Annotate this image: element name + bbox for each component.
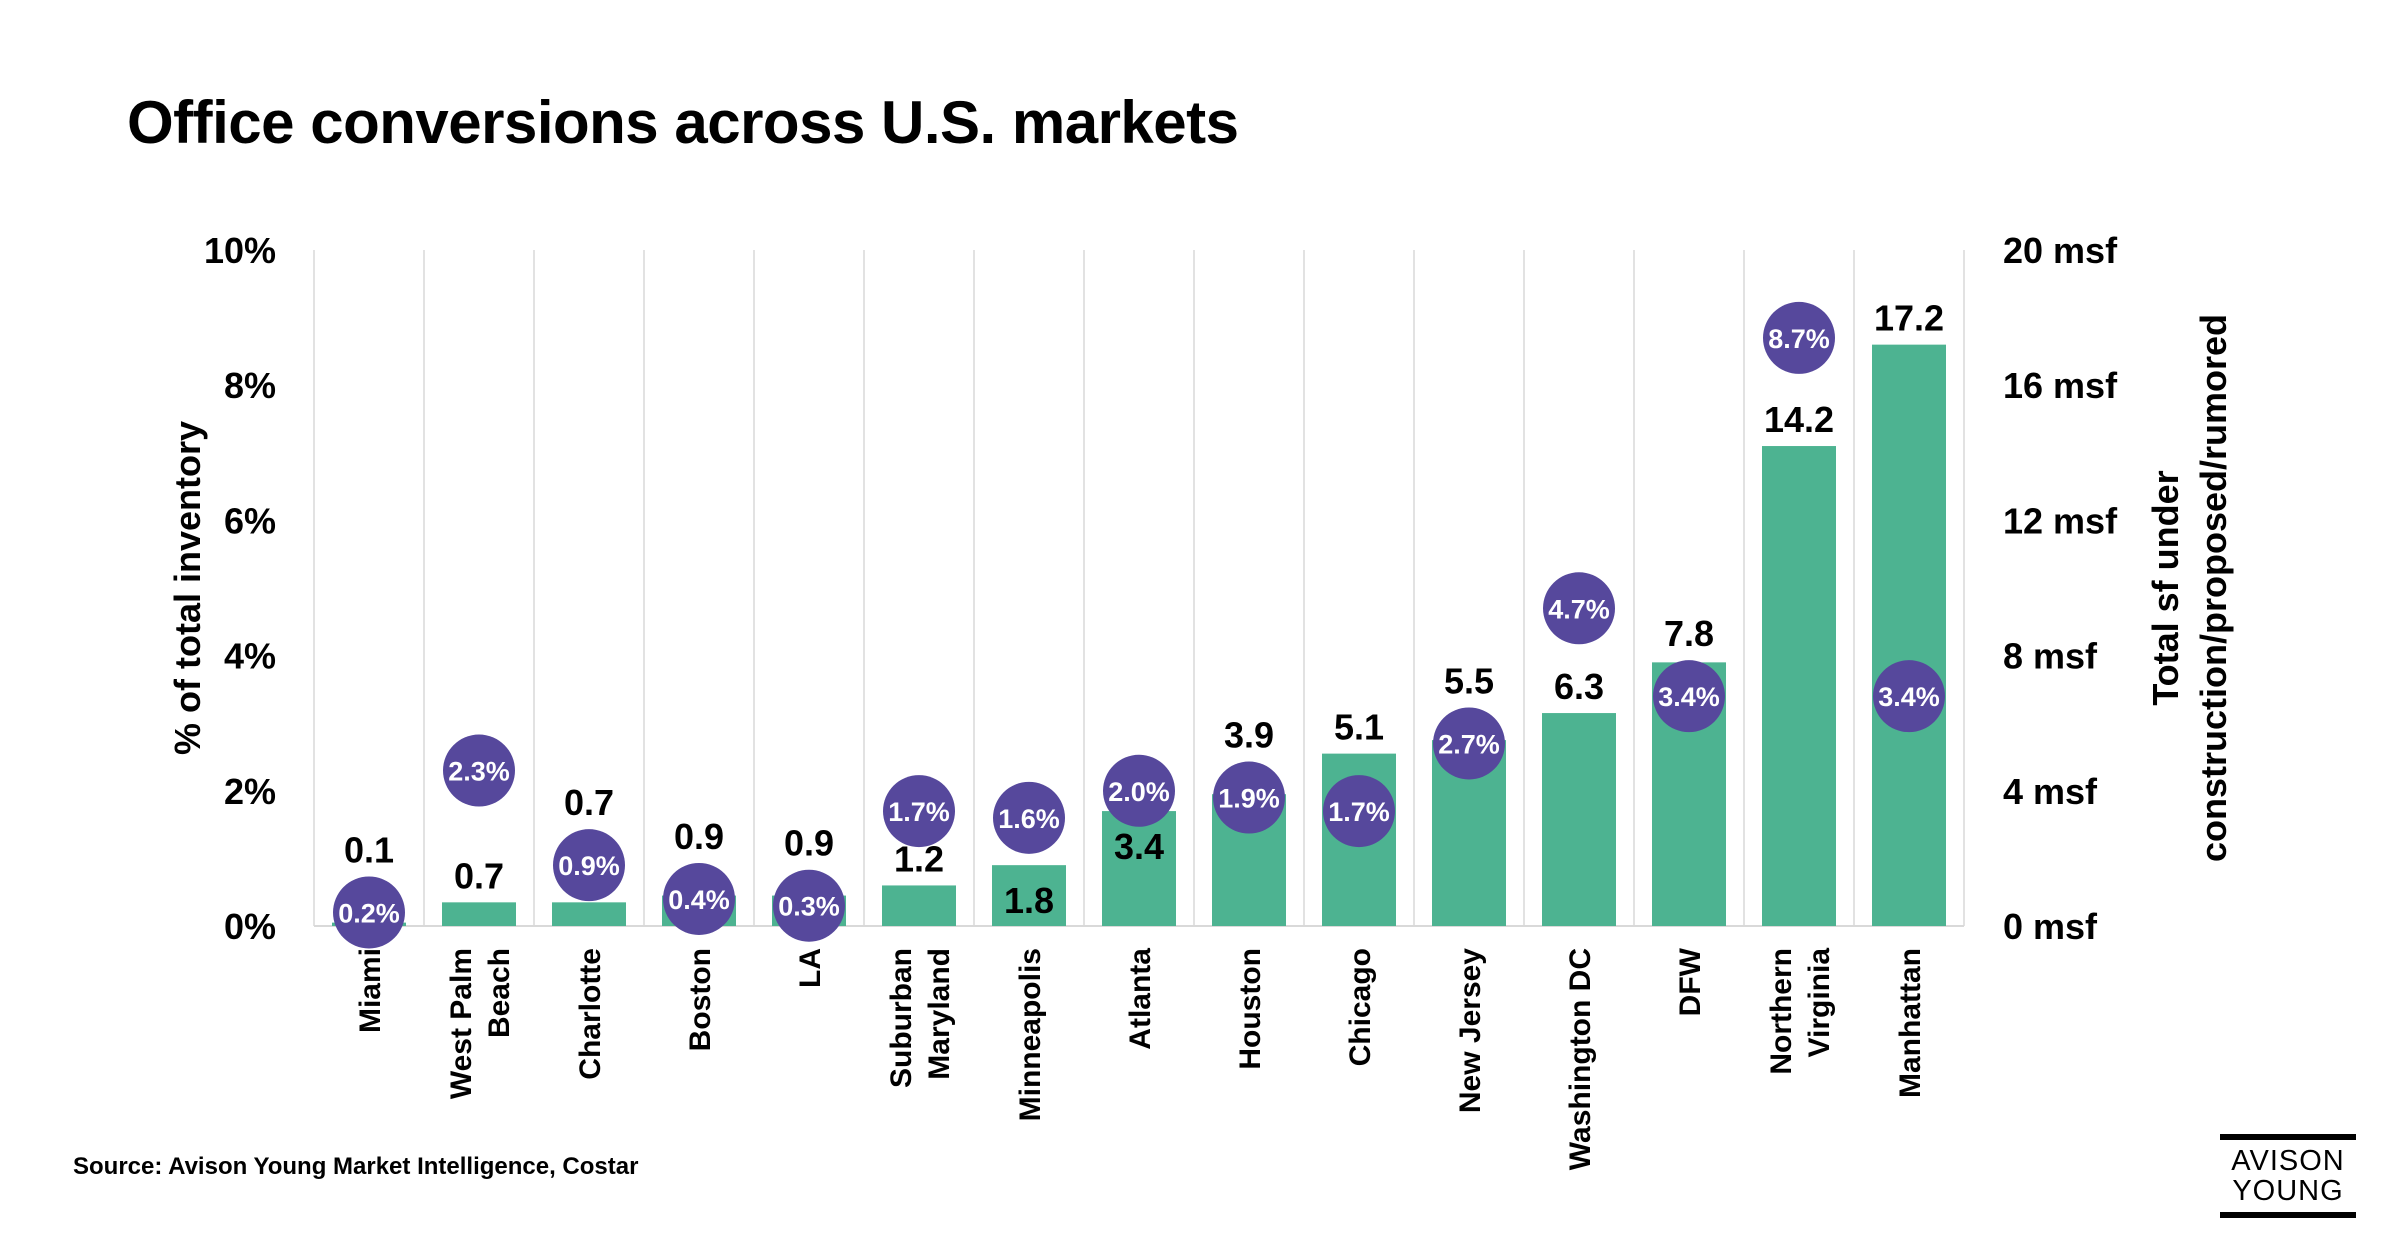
percent-dot-label: 3.4% [1658,682,1720,712]
bar-value-label: 17.2 [1874,298,1944,339]
percent-dot-label: 1.6% [998,804,1060,834]
bar-value-label: 0.7 [564,782,614,823]
category-label: Atlanta [1124,948,1157,1050]
right-axis-title: construction/proposed/rumored [2193,314,2234,862]
percent-dot [993,781,1065,854]
category-label: DFW [1674,947,1707,1016]
bar [992,865,1066,926]
percent-dot-label: 1.7% [888,797,950,827]
percent-dot [773,869,845,942]
category-label: Virginia [1803,948,1836,1058]
bar [1762,446,1836,926]
left-tick-label: 0% [224,906,276,947]
bar [1542,713,1616,926]
percent-dot [333,876,405,949]
percent-dot [443,734,515,807]
percent-dot-label: 0.4% [668,885,730,915]
bar-value-label: 0.9 [784,823,834,864]
category-label: West Palm [445,948,478,1099]
percent-dot [1103,754,1175,827]
percent-dot-label: 0.3% [778,892,840,922]
bar [1872,344,1946,926]
percent-dot [1323,775,1395,848]
left-tick-label: 10% [204,230,276,271]
logo-text: AVISON YOUNG [2231,1145,2345,1207]
bar-value-label: 5.1 [1334,707,1384,748]
percent-dot-label: 2.7% [1438,729,1500,759]
left-tick-label: 6% [224,500,276,541]
category-label: Charlotte [574,948,607,1080]
percent-dot-label: 2.3% [448,757,510,787]
right-tick-label: 20 msf [2003,230,2118,271]
right-tick-label: 12 msf [2003,500,2118,541]
left-axis-title: % of total inventory [167,421,208,755]
bar [552,902,626,926]
bar-value-label: 6.3 [1554,666,1604,707]
percent-dot [1543,572,1615,645]
percent-dot-label: 2.0% [1108,777,1170,807]
bar-value-label: 7.8 [1664,613,1714,654]
chart-title: Office conversions across U.S. markets [127,89,1239,156]
bar-value-label: 5.5 [1444,660,1494,701]
percent-dot-label: 4.7% [1548,594,1610,624]
right-tick-label: 8 msf [2003,636,2098,677]
right-axis-title: Total sf under [2145,470,2186,705]
category-label: Beach [483,948,516,1038]
category-label: Suburban [885,948,918,1088]
percent-dot-label: 8.7% [1768,324,1830,354]
percent-dot [1213,761,1285,834]
percent-dot [553,829,625,902]
left-tick-label: 2% [224,771,276,812]
category-label: Washington DC [1564,948,1597,1170]
percent-dot [1873,660,1945,733]
bar-value-label: 3.9 [1224,715,1274,756]
percent-dot [1653,660,1725,733]
right-tick-label: 16 msf [2003,365,2118,406]
bar-value-label: 1.8 [1004,880,1054,921]
right-tick-label: 0 msf [2003,906,2098,947]
right-tick-label: 4 msf [2003,771,2098,812]
category-label: Maryland [923,948,956,1080]
bar [882,885,956,926]
bar-value-label: 0.7 [454,855,504,896]
percent-dot-label: 1.9% [1218,784,1280,814]
bar [1102,811,1176,926]
percent-dot-label: 0.2% [338,898,400,928]
percent-dot-label: 3.4% [1878,682,1940,712]
bar-value-label: 0.1 [344,829,394,870]
percent-dot [1433,707,1505,780]
category-label: Boston [684,948,717,1051]
percent-dot [1763,301,1835,374]
category-label: Northern [1765,948,1798,1075]
source-note: Source: Avison Young Market Intelligence… [73,1153,639,1180]
category-label: Miami [354,948,387,1033]
bar-value-label: 14.2 [1764,399,1834,440]
category-label: New Jersey [1454,948,1487,1113]
left-tick-label: 4% [224,636,276,677]
percent-dot [663,862,735,935]
percent-dot-label: 1.7% [1328,797,1390,827]
category-label: Minneapolis [1014,948,1047,1121]
percent-dot [883,775,955,848]
percent-dot-label: 0.9% [558,851,620,881]
avison-young-logo: AVISON YOUNG [2220,1134,2356,1218]
bar-value-label: 0.9 [674,816,724,857]
category-label: LA [794,948,827,988]
left-tick-label: 8% [224,365,276,406]
category-label: Manhattan [1894,948,1927,1098]
category-label: Houston [1234,948,1267,1070]
category-label: Chicago [1344,948,1377,1066]
bar [442,902,516,926]
bar-value-label: 3.4 [1114,826,1164,867]
